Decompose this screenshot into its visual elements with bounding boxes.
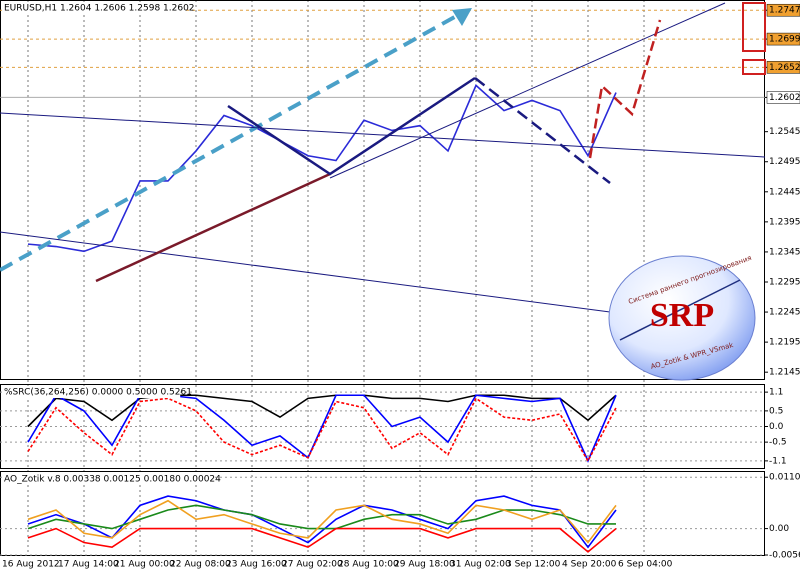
arrow-head [452,8,472,26]
price-label-box [766,3,800,17]
series-line [27,394,617,463]
y-tick-label: 1.2602 [769,93,800,103]
y-tick-label: 0.0 [769,422,784,432]
price-label-box [766,61,800,74]
series-line [27,495,617,549]
channel-line [0,231,611,313]
x-tick-label: 31 Aug 02:00 [450,560,511,570]
series-line [27,527,617,553]
x-tick-label: 21 Aug 00:00 [114,560,175,570]
series-line [27,499,617,544]
y-tick-label: 0.01106 [769,473,800,483]
panel-title: EURUSD,H1 1.2604 1.2606 1.2598 1.2602 [4,4,195,14]
y-tick-label: 1.2652 [769,63,800,73]
channel-line [329,2,726,179]
panel-frame [0,0,765,380]
x-tick-label: 29 Aug 18:00 [394,560,455,570]
y-tick-label: 1.2195 [769,338,800,348]
wave-projection [474,77,611,184]
level-box [742,2,766,52]
panel-frame [0,471,765,556]
y-tick-label: 1.2295 [769,277,800,287]
y-tick-label: 0.5 [769,406,783,416]
series-line [27,84,617,253]
drawings: SRP Система раннего прогнозирования AO_Z… [0,2,766,381]
x-tick-label: 28 Aug 10:00 [338,560,399,570]
x-tick-label: 27 Aug 02:00 [282,560,343,570]
y-tick-label: 1.2699 [769,35,800,45]
logo-title: SRP [650,297,714,334]
logo-arrow [619,279,741,341]
series-line [27,397,617,463]
level-box [742,59,766,75]
y-tick-label: 1.2545 [769,127,800,137]
channel-line [0,112,766,158]
x-tick-label: 23 Aug 16:00 [226,560,287,570]
y-tick-label: 1.2145 [769,368,800,378]
y-tick-label: 1.2445 [769,187,800,197]
y-tick-label: 1.2747 [769,6,800,16]
y-tick-label: 1.1 [769,388,783,398]
panel-title: %SRC(36,264,256) 0.0000 0.5000 0.5261 [4,388,192,398]
panel-title: AO_Zotik v.8 0.00338 0.00125 0.00180 0.0… [4,475,221,485]
price-label-box [766,91,800,104]
y-tick-label: 0.00 [769,524,789,534]
price-label-box [766,32,800,46]
x-tick-label: 3 Sep 12:00 [506,560,561,570]
y-tick-label: 1.2245 [769,308,800,318]
y-tick-label: -1.1 [769,456,787,466]
title-bg [2,473,213,485]
y-tick-label: 1.2495 [769,157,800,167]
forecast-line [588,19,662,159]
logo [608,255,756,381]
y-tick-label: 1.2395 [769,217,800,227]
y-tick-label: 1.2345 [769,247,800,257]
x-tick-label: 17 Aug 14:00 [58,560,119,570]
series-line [27,394,617,428]
x-tick-label: 16 Aug 2012 [2,560,60,570]
title-bg [2,2,185,14]
title-bg [2,386,181,398]
x-tick-label: 4 Sep 20:00 [562,560,617,570]
trend-line [95,172,331,283]
y-tick-label: -0.00569 [769,551,800,561]
y-tick-label: -0.5 [769,438,787,448]
wave-line [227,76,476,176]
series-line [27,504,616,530]
x-tick-label: 6 Sep 04:00 [618,560,673,570]
x-tick-label: 22 Aug 08:00 [170,560,231,570]
